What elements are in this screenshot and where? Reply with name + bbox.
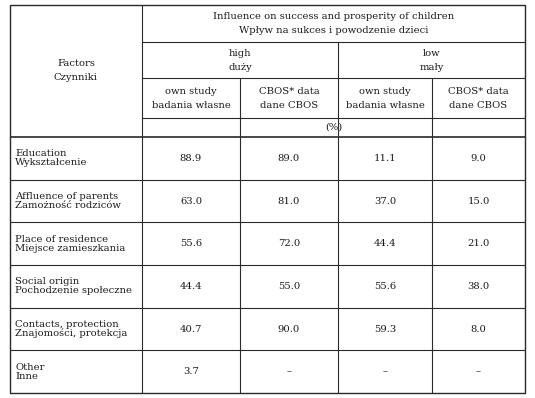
Text: –: – (287, 367, 292, 376)
Text: 55.0: 55.0 (278, 282, 300, 291)
Text: own study: own study (359, 86, 411, 96)
Text: Czynniki: Czynniki (54, 74, 98, 82)
Text: 55.6: 55.6 (180, 239, 202, 248)
Text: 72.0: 72.0 (278, 239, 300, 248)
Text: 89.0: 89.0 (278, 154, 300, 163)
Text: 90.0: 90.0 (278, 324, 300, 334)
Text: Inne: Inne (15, 372, 38, 380)
Text: 40.7: 40.7 (180, 324, 202, 334)
Text: 21.0: 21.0 (467, 239, 490, 248)
Text: duży: duży (228, 62, 252, 72)
Text: Znajomości, protekcja: Znajomości, protekcja (15, 329, 127, 338)
Text: CBOS* data: CBOS* data (258, 86, 319, 96)
Text: Wpływ na sukces i powodzenie dzieci: Wpływ na sukces i powodzenie dzieci (239, 26, 428, 35)
Text: 59.3: 59.3 (374, 324, 396, 334)
Text: Social origin: Social origin (15, 277, 79, 286)
Text: 88.9: 88.9 (180, 154, 202, 163)
Text: Wykształcenie: Wykształcenie (15, 158, 88, 167)
Text: Place of residence: Place of residence (15, 235, 108, 244)
Text: 44.4: 44.4 (373, 239, 396, 248)
Text: 63.0: 63.0 (180, 197, 202, 205)
Text: dane CBOS: dane CBOS (449, 101, 508, 109)
Text: Zamożność rodziców: Zamożność rodziców (15, 201, 121, 210)
Text: 38.0: 38.0 (468, 282, 490, 291)
Text: high: high (228, 49, 251, 57)
Text: Miejsce zamieszkania: Miejsce zamieszkania (15, 244, 125, 253)
Text: low: low (423, 49, 440, 57)
Text: mały: mały (419, 62, 444, 72)
Text: 3.7: 3.7 (183, 367, 199, 376)
Text: –: – (476, 367, 481, 376)
Text: dane CBOS: dane CBOS (260, 101, 318, 109)
Text: –: – (383, 367, 387, 376)
Text: Education: Education (15, 149, 66, 158)
Text: badania własne: badania własne (346, 101, 424, 109)
Text: 81.0: 81.0 (278, 197, 300, 205)
Text: Factors: Factors (57, 59, 95, 68)
Text: Contacts, protection: Contacts, protection (15, 320, 119, 329)
Text: Affluence of parents: Affluence of parents (15, 192, 118, 201)
Text: Pochodzenie społeczne: Pochodzenie społeczne (15, 286, 132, 295)
Text: 8.0: 8.0 (471, 324, 486, 334)
Text: 55.6: 55.6 (374, 282, 396, 291)
Text: 9.0: 9.0 (471, 154, 486, 163)
Text: 37.0: 37.0 (374, 197, 396, 205)
Text: 44.4: 44.4 (180, 282, 202, 291)
Text: badania własne: badania własne (151, 101, 231, 109)
Text: Influence on success and prosperity of children: Influence on success and prosperity of c… (213, 12, 454, 21)
Text: 11.1: 11.1 (373, 154, 396, 163)
Text: CBOS* data: CBOS* data (448, 86, 509, 96)
Text: 15.0: 15.0 (467, 197, 490, 205)
Text: own study: own study (165, 86, 217, 96)
Text: Other: Other (15, 363, 44, 372)
Text: (%): (%) (325, 123, 342, 132)
